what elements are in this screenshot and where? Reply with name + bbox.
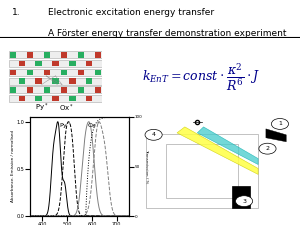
Text: $k_{EnT} = const \cdot \dfrac{\kappa^2}{R^6} \cdot J$: $k_{EnT} = const \cdot \dfrac{\kappa^2}{… [142, 62, 260, 93]
Bar [69, 61, 76, 66]
Bar [78, 87, 84, 93]
Circle shape [259, 143, 276, 154]
Text: Electronic excitation energy transfer: Electronic excitation energy transfer [48, 8, 214, 17]
Text: 4: 4 [152, 132, 156, 137]
Bar [61, 87, 67, 93]
Bar [10, 87, 16, 93]
Bar [232, 186, 250, 208]
Bar [44, 52, 50, 58]
Polygon shape [197, 127, 258, 164]
Text: 2: 2 [266, 146, 269, 151]
Bar [35, 61, 42, 66]
Bar [19, 61, 25, 66]
Bar [78, 70, 84, 75]
Bar [86, 78, 92, 84]
Bar [52, 78, 59, 84]
Bar [69, 96, 76, 101]
Bar [52, 96, 59, 101]
Bar [94, 70, 101, 75]
Bar [9, 69, 102, 76]
Circle shape [272, 119, 289, 129]
Bar [78, 52, 84, 58]
Bar [19, 78, 25, 84]
Bar [52, 61, 59, 66]
Bar [9, 52, 102, 58]
Text: A Förster energy transfer demonstration experiment: A Förster energy transfer demonstration … [48, 29, 286, 38]
Bar [146, 134, 258, 208]
Polygon shape [266, 129, 286, 142]
Bar [27, 70, 33, 75]
Bar [35, 96, 42, 101]
Bar [27, 87, 33, 93]
Bar [86, 96, 92, 101]
Bar [9, 60, 102, 67]
Bar [61, 70, 67, 75]
Bar [9, 86, 102, 93]
Text: Ox$^*$: Ox$^*$ [87, 121, 100, 130]
Bar [94, 52, 101, 58]
Circle shape [145, 129, 162, 140]
Bar [44, 87, 50, 93]
Bar [166, 144, 238, 198]
Text: 3: 3 [242, 199, 246, 204]
Bar [9, 95, 102, 102]
Bar [19, 96, 25, 101]
Y-axis label: Absorbance, Emission / normalised: Absorbance, Emission / normalised [11, 130, 15, 202]
Bar [61, 52, 67, 58]
Text: 1.: 1. [12, 8, 21, 17]
Bar [94, 87, 101, 93]
Text: Py$^*$: Py$^*$ [35, 102, 48, 115]
Bar [44, 70, 50, 75]
Bar [9, 78, 102, 85]
Polygon shape [177, 127, 258, 174]
Text: Py$^*$: Py$^*$ [59, 121, 72, 131]
Bar [27, 52, 33, 58]
Bar [10, 52, 16, 58]
Bar [69, 78, 76, 84]
Text: Ox$^*$: Ox$^*$ [59, 103, 74, 114]
Bar [10, 70, 16, 75]
Y-axis label: Transmission / %: Transmission / % [144, 149, 148, 184]
Bar [35, 78, 42, 84]
Bar [86, 61, 92, 66]
Circle shape [236, 196, 253, 207]
Text: 1: 1 [278, 122, 282, 126]
